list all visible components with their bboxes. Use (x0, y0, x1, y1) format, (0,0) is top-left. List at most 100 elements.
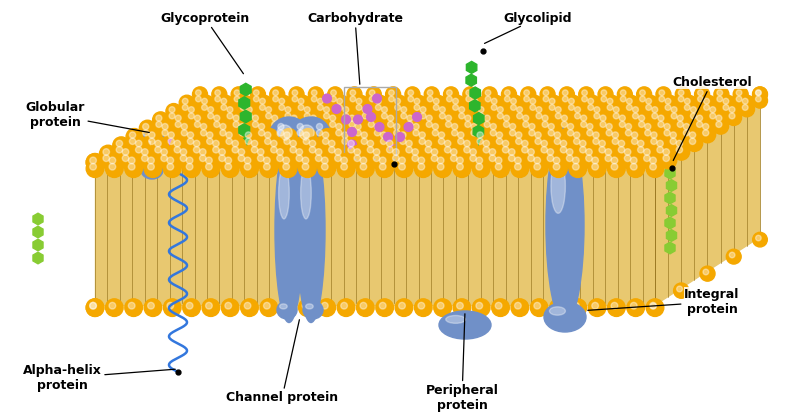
Circle shape (524, 145, 542, 163)
Circle shape (534, 302, 541, 309)
Circle shape (522, 140, 528, 147)
Circle shape (599, 140, 606, 147)
Circle shape (182, 105, 188, 110)
Circle shape (379, 163, 386, 170)
Circle shape (624, 149, 631, 155)
Circle shape (447, 152, 464, 169)
Circle shape (226, 138, 232, 144)
Circle shape (551, 129, 567, 145)
Circle shape (505, 96, 510, 102)
Circle shape (582, 145, 599, 163)
Circle shape (348, 140, 354, 147)
Circle shape (159, 160, 166, 167)
Circle shape (186, 110, 201, 126)
Circle shape (615, 137, 632, 154)
Circle shape (593, 138, 599, 144)
Circle shape (236, 120, 252, 136)
Circle shape (470, 149, 477, 155)
Circle shape (558, 112, 574, 128)
Circle shape (658, 115, 664, 121)
Circle shape (650, 138, 657, 144)
Circle shape (314, 95, 330, 110)
Circle shape (148, 157, 154, 164)
Circle shape (448, 120, 465, 136)
Circle shape (276, 95, 291, 110)
Circle shape (384, 133, 392, 142)
Circle shape (179, 95, 194, 110)
Circle shape (383, 143, 400, 160)
Circle shape (387, 115, 394, 121)
Polygon shape (95, 165, 655, 305)
Polygon shape (665, 167, 675, 179)
Circle shape (687, 110, 703, 126)
Circle shape (628, 135, 645, 152)
Circle shape (590, 110, 606, 126)
Circle shape (517, 107, 522, 113)
Circle shape (220, 123, 226, 130)
Circle shape (753, 232, 767, 247)
Circle shape (424, 87, 439, 102)
Circle shape (368, 115, 374, 121)
Circle shape (509, 149, 515, 155)
Circle shape (352, 120, 368, 136)
Circle shape (680, 120, 696, 136)
Circle shape (191, 118, 207, 134)
Circle shape (511, 160, 529, 177)
Circle shape (446, 96, 452, 102)
Circle shape (390, 126, 406, 143)
Circle shape (540, 87, 555, 102)
Circle shape (319, 135, 336, 152)
Circle shape (375, 98, 382, 104)
Circle shape (376, 160, 394, 177)
Circle shape (611, 302, 618, 309)
Circle shape (702, 130, 709, 136)
Circle shape (318, 98, 323, 104)
Circle shape (609, 129, 626, 145)
Circle shape (729, 113, 735, 119)
Circle shape (694, 112, 710, 128)
Circle shape (233, 121, 239, 127)
Circle shape (219, 149, 226, 155)
Circle shape (411, 95, 426, 110)
Circle shape (194, 140, 200, 147)
Circle shape (128, 163, 135, 170)
Circle shape (683, 123, 690, 130)
Circle shape (412, 155, 418, 162)
Circle shape (128, 302, 135, 309)
Circle shape (262, 110, 278, 126)
Circle shape (451, 123, 458, 130)
Circle shape (666, 135, 683, 152)
Circle shape (742, 98, 748, 104)
Circle shape (588, 299, 606, 316)
Circle shape (363, 105, 372, 113)
Circle shape (277, 149, 283, 155)
Circle shape (289, 93, 304, 108)
Circle shape (714, 93, 729, 108)
Polygon shape (239, 124, 250, 136)
Circle shape (414, 154, 432, 171)
Circle shape (690, 113, 696, 119)
Circle shape (581, 121, 586, 127)
Circle shape (480, 137, 497, 154)
Circle shape (182, 299, 200, 316)
Circle shape (409, 152, 426, 169)
Circle shape (490, 130, 496, 136)
Circle shape (483, 147, 490, 153)
Circle shape (528, 149, 534, 155)
Circle shape (168, 132, 174, 138)
Circle shape (398, 163, 406, 170)
Circle shape (125, 160, 142, 177)
Circle shape (436, 104, 452, 119)
Circle shape (175, 115, 182, 121)
Circle shape (620, 96, 626, 102)
Circle shape (622, 120, 638, 136)
Circle shape (438, 302, 444, 309)
Circle shape (664, 123, 670, 130)
Circle shape (445, 147, 451, 153)
Circle shape (423, 118, 439, 134)
Circle shape (208, 107, 214, 113)
Circle shape (334, 102, 349, 117)
Circle shape (460, 143, 478, 160)
Circle shape (295, 102, 310, 117)
Circle shape (469, 95, 484, 110)
